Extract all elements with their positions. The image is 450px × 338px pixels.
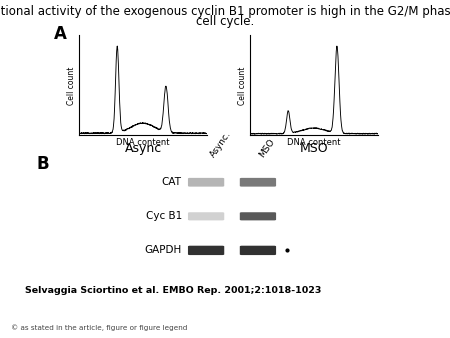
Text: MSO: MSO (257, 137, 276, 159)
Text: Transcriptional activity of the exogenous cyclin B1 promoter is high in the G2/M: Transcriptional activity of the exogenou… (0, 5, 450, 18)
FancyBboxPatch shape (188, 212, 224, 220)
Text: Selvaggia Sciortino et al. EMBO Rep. 2001;2:1018-1023: Selvaggia Sciortino et al. EMBO Rep. 200… (25, 286, 321, 295)
Y-axis label: Cell count: Cell count (67, 66, 76, 104)
Text: GAPDH: GAPDH (144, 245, 182, 256)
X-axis label: DNA content: DNA content (116, 138, 170, 147)
Y-axis label: Cell count: Cell count (238, 66, 247, 104)
Text: cell cycle.: cell cycle. (196, 15, 254, 28)
Text: A: A (54, 25, 67, 43)
Text: © as stated in the article, figure or figure legend: © as stated in the article, figure or fi… (11, 324, 188, 331)
X-axis label: DNA content: DNA content (287, 138, 341, 147)
Text: Async.: Async. (208, 129, 233, 159)
FancyBboxPatch shape (240, 212, 276, 220)
FancyBboxPatch shape (188, 178, 224, 187)
Text: reports: reports (375, 315, 410, 325)
Text: Async: Async (125, 142, 162, 155)
Text: EMBO: EMBO (371, 299, 414, 312)
Text: B: B (36, 155, 49, 173)
FancyBboxPatch shape (188, 246, 224, 255)
Text: Cyc B1: Cyc B1 (145, 211, 182, 221)
Text: MSO: MSO (300, 142, 328, 155)
FancyBboxPatch shape (240, 178, 276, 187)
FancyBboxPatch shape (240, 246, 276, 255)
Text: CAT: CAT (162, 177, 182, 187)
